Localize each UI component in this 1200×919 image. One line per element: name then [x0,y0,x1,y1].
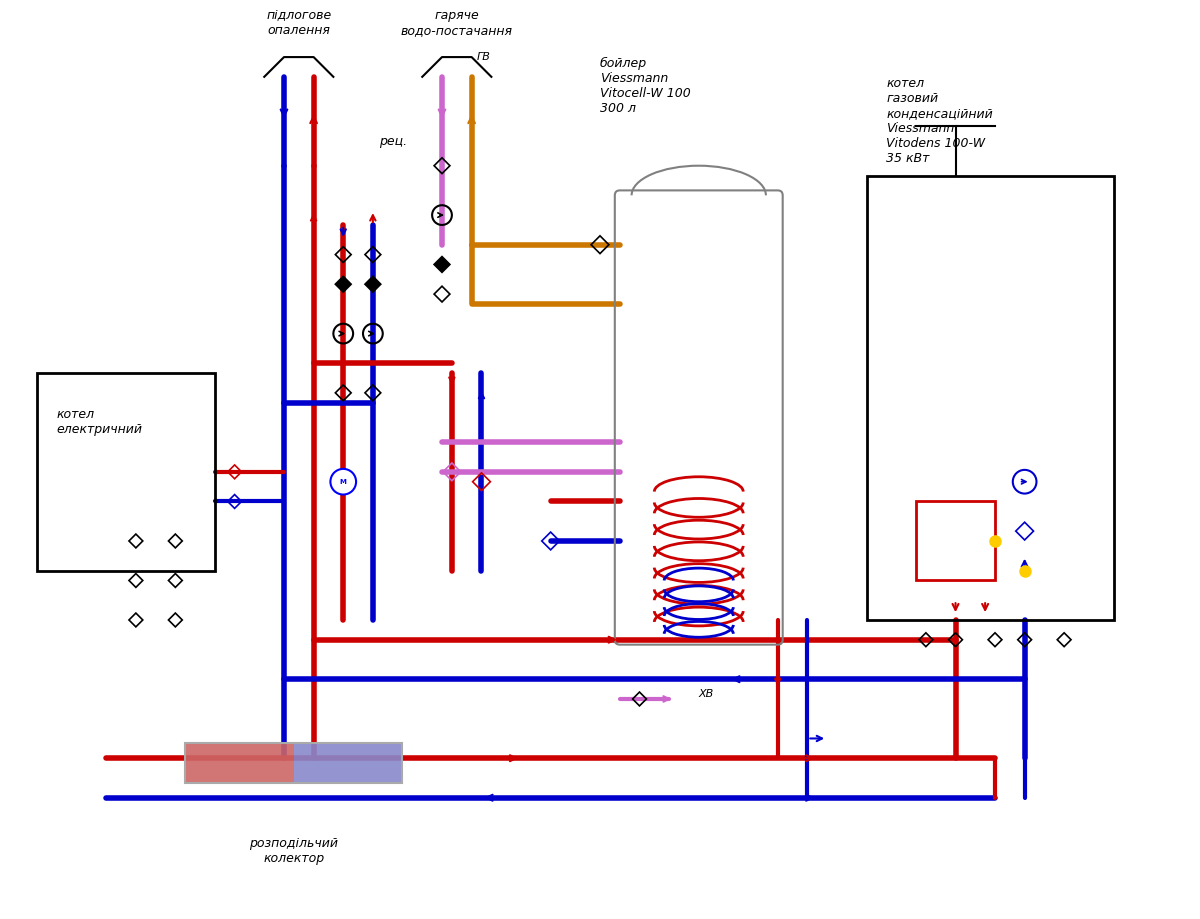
Bar [866,176,1114,620]
Text: гаряче
водо-постачання: гаряче водо-постачання [401,9,512,38]
Text: ХВ: ХВ [698,689,714,699]
Text: бойлер
Viessmann
Vitocell-W 100
300 л: бойлер Viessmann Vitocell-W 100 300 л [600,57,691,115]
Polygon shape [335,277,352,292]
Text: розподільчий
колектор: розподільчий колектор [250,837,338,865]
Text: рец.: рец. [379,134,408,148]
Bar [294,743,402,783]
Circle shape [330,469,356,494]
Bar [185,743,402,783]
Text: котел
газовий
конденсаційний
Viessmann
Vitodens 100-W
35 кВт: котел газовий конденсаційний Viessmann V… [887,77,994,165]
Bar [185,743,294,783]
Bar [37,373,215,571]
Text: котел
електричний: котел електричний [56,408,143,437]
Polygon shape [434,256,450,272]
Polygon shape [365,277,380,292]
Text: M: M [340,479,347,484]
Text: підлогове
опалення: підлогове опалення [266,9,331,38]
Text: ГВ: ГВ [476,52,491,62]
Bar [916,502,995,581]
